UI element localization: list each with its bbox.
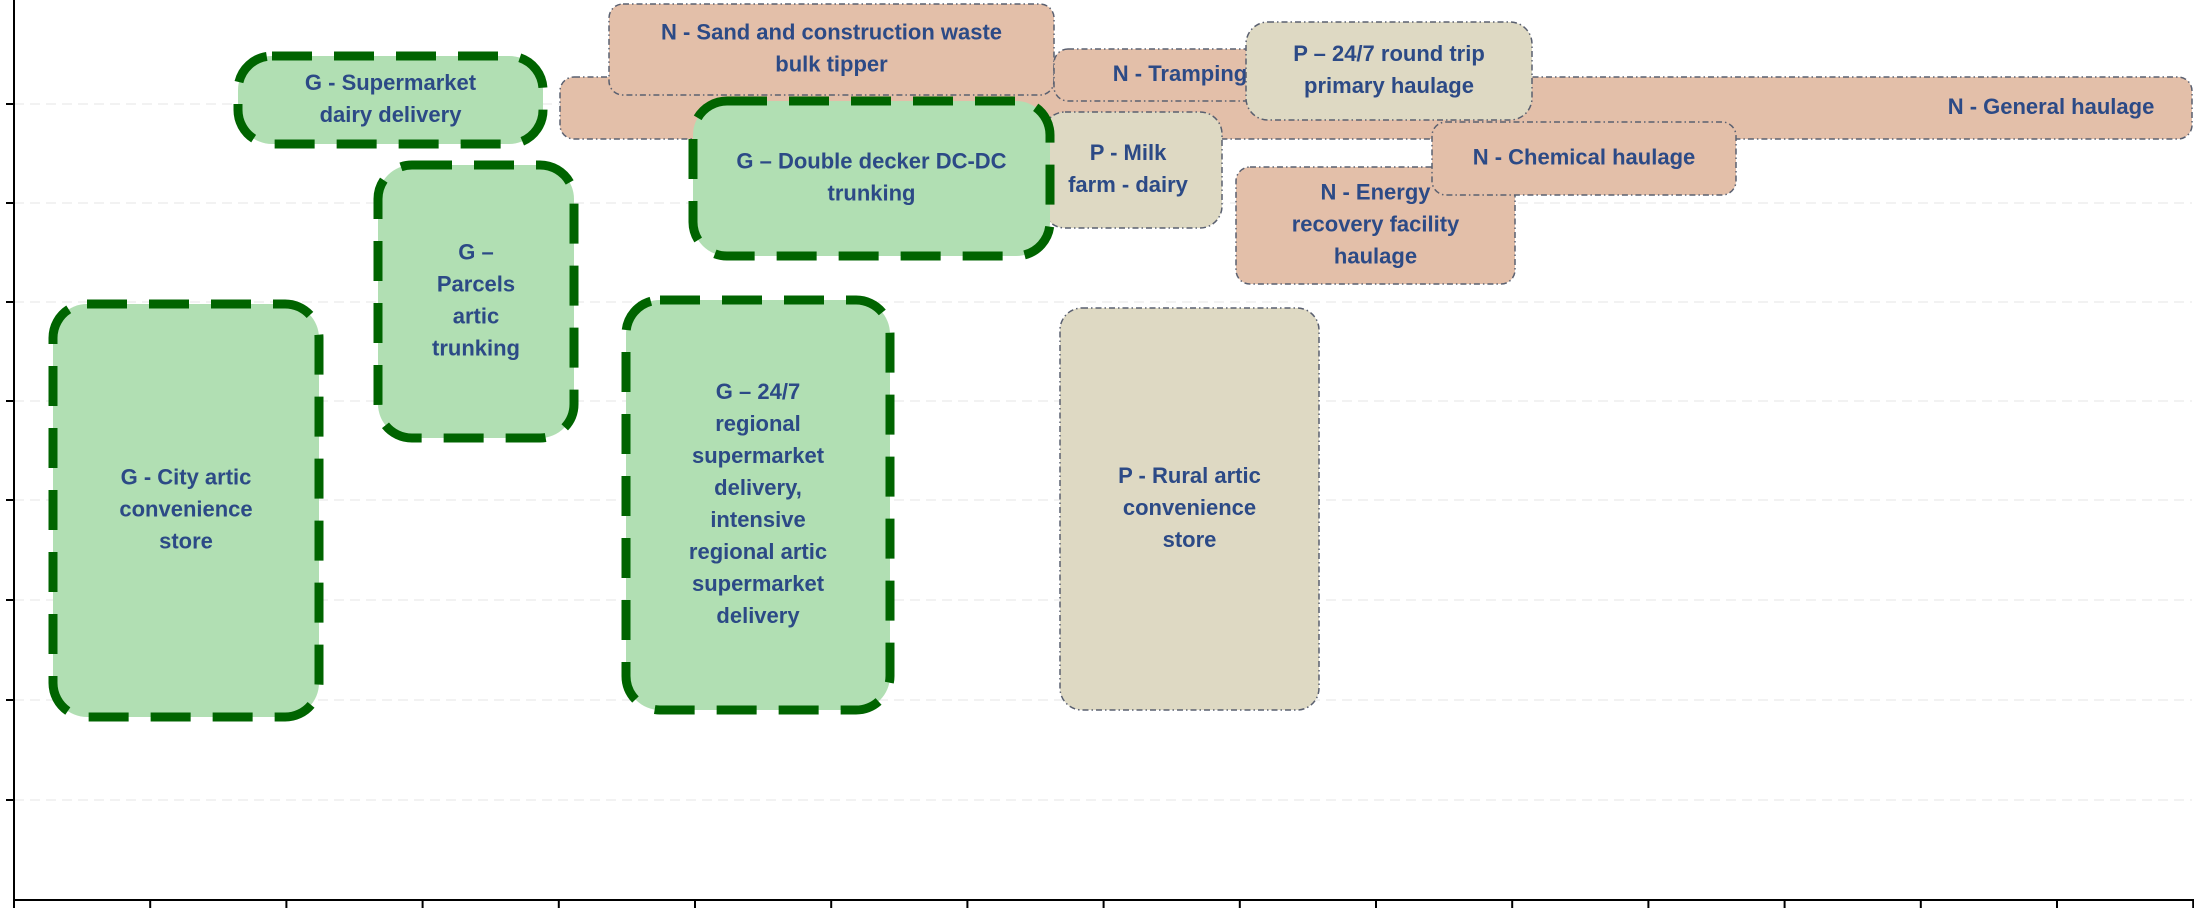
node-label: regional bbox=[715, 411, 801, 436]
node: N - Energy recovery facility haulage bbox=[1235, 166, 1516, 285]
node: G - Supermarket dairy delivery bbox=[233, 51, 548, 149]
node-label: trunking bbox=[828, 180, 916, 205]
node-label: artic bbox=[453, 303, 499, 328]
node-label: Parcels bbox=[437, 271, 515, 296]
node-label: G – bbox=[458, 239, 493, 264]
node-box bbox=[1059, 307, 1320, 711]
node-box bbox=[48, 299, 324, 722]
node: P – 24/7 round trip primary haulage bbox=[1245, 21, 1533, 121]
node-label: G - Supermarket bbox=[305, 70, 477, 95]
node-label: N - Tramping bbox=[1113, 61, 1247, 86]
node-label: N - Sand and construction waste bbox=[661, 19, 1002, 44]
node-label: haulage bbox=[1334, 243, 1417, 268]
node-label: N - Chemical haulage bbox=[1473, 144, 1696, 169]
node-label: farm - dairy bbox=[1068, 172, 1189, 197]
node-box bbox=[1431, 121, 1737, 196]
node: G – Double decker DC-DC trunking bbox=[688, 96, 1055, 261]
node-label: dairy delivery bbox=[320, 102, 463, 127]
node-label: convenience bbox=[119, 496, 252, 521]
node-box bbox=[688, 96, 1055, 261]
node-label: primary haulage bbox=[1304, 73, 1474, 98]
node-label: P - Milk bbox=[1090, 140, 1167, 165]
node-label: G – 24/7 bbox=[716, 379, 800, 404]
node-box bbox=[621, 295, 895, 715]
node-label: recovery facility bbox=[1292, 211, 1460, 236]
node-box bbox=[1245, 21, 1533, 121]
node-label: intensive bbox=[710, 507, 805, 532]
node-label: delivery, bbox=[714, 475, 802, 500]
node: N - Chemical haulage bbox=[1431, 121, 1737, 196]
node: P - Milk farm - dairy bbox=[1042, 111, 1223, 229]
node-label: G – Double decker DC-DC bbox=[736, 148, 1006, 173]
node-box bbox=[233, 51, 548, 149]
axes bbox=[6, 0, 2194, 908]
node-label: supermarket bbox=[692, 443, 825, 468]
node: G - City artic convenience store bbox=[48, 299, 324, 722]
node-box bbox=[373, 160, 579, 443]
node: N - Sand and construction waste bulk tipp… bbox=[608, 3, 1055, 96]
node-label: bulk tipper bbox=[775, 51, 888, 76]
node-label: P - Rural artic bbox=[1118, 463, 1261, 488]
node-box bbox=[608, 3, 1055, 96]
node-label: trunking bbox=[432, 335, 520, 360]
node-label: regional artic bbox=[689, 539, 827, 564]
node-label: store bbox=[1163, 527, 1217, 552]
node-label: G - City artic bbox=[121, 464, 252, 489]
node: P - Rural artic convenience store bbox=[1059, 307, 1320, 711]
node-label: N - General haulage bbox=[1948, 94, 2155, 119]
node-box bbox=[1235, 166, 1516, 285]
node-box bbox=[1042, 111, 1223, 229]
node-label: supermarket bbox=[692, 571, 825, 596]
node-label: N - Energy bbox=[1320, 179, 1431, 204]
node-label: P – 24/7 round trip bbox=[1293, 41, 1485, 66]
node-label: convenience bbox=[1123, 495, 1256, 520]
node: N - Tramping bbox=[1053, 48, 1261, 102]
node: G – Parcels artic trunking bbox=[373, 160, 579, 443]
node-label: store bbox=[159, 528, 213, 553]
node-label: delivery bbox=[716, 603, 800, 628]
node: G – 24/7 regional supermarket delivery, inte… bbox=[621, 295, 895, 715]
